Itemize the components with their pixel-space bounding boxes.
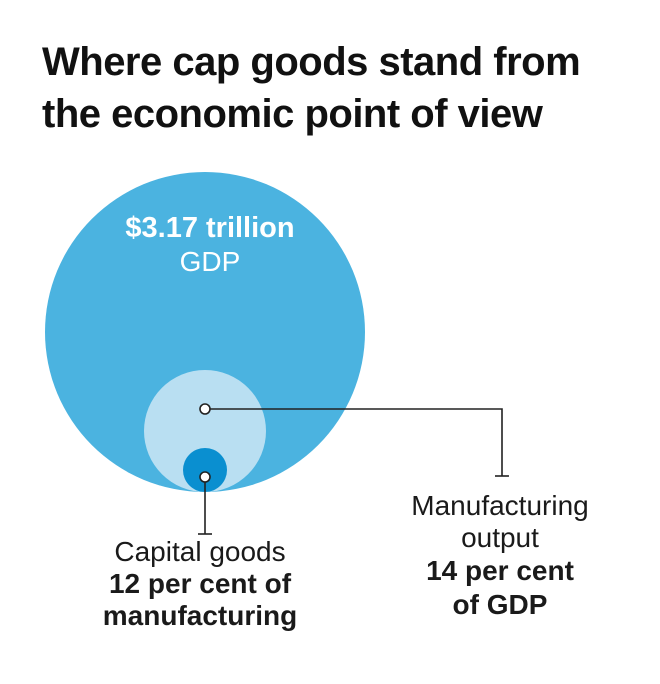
- capital-goods-label: Capital goods 12 per cent of manufacturi…: [60, 536, 340, 632]
- gdp-label: $3.17 trillion GDP: [90, 211, 330, 279]
- capital-goods-marker: [199, 471, 211, 483]
- capital-goods-share-line-2: manufacturing: [102, 600, 298, 631]
- gdp-name-label: GDP: [179, 246, 241, 277]
- title-line-1: Where cap goods stand from: [42, 40, 581, 84]
- manufacturing-name-line-2: output: [461, 522, 539, 553]
- manufacturing-marker: [199, 403, 211, 415]
- gdp-bubble: [45, 172, 365, 492]
- capital-goods-share-line-1: 12 per cent of: [108, 568, 292, 599]
- capital-goods-bubble: [183, 448, 227, 492]
- manufacturing-share-line-2: of GDP: [452, 589, 548, 620]
- capital-goods-name: Capital goods: [114, 536, 286, 567]
- manufacturing-name-line-1: Manufacturing: [411, 490, 589, 521]
- title-line-2: the economic point of view: [42, 92, 543, 136]
- manufacturing-bubble: [144, 370, 266, 492]
- chart-title: Where cap goods stand from the economic …: [42, 36, 642, 140]
- manufacturing-label: Manufacturing output 14 per cent of GDP: [370, 490, 630, 622]
- manufacturing-leader-line: [205, 408, 503, 476]
- gdp-value-label: $3.17 trillion: [125, 212, 295, 244]
- manufacturing-share-line-1: 14 per cent: [426, 555, 574, 586]
